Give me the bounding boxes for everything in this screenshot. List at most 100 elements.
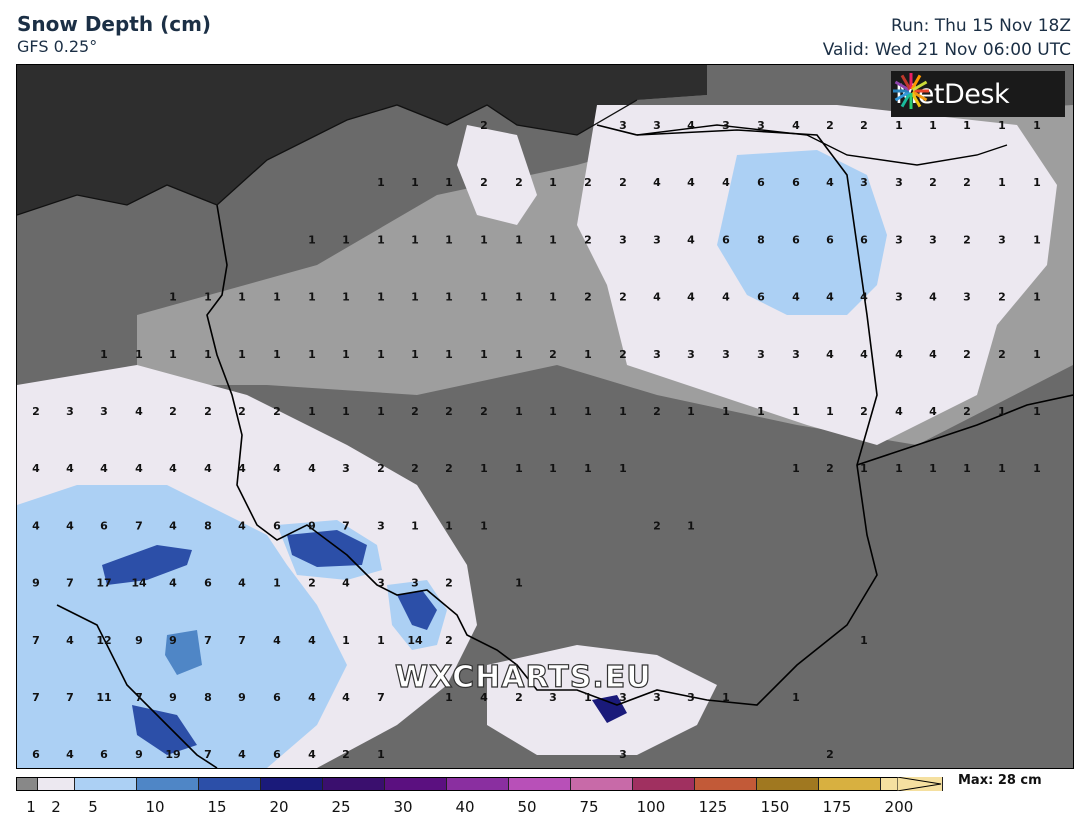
snow-depth-value: 3 xyxy=(653,691,661,704)
snow-depth-value: 1 xyxy=(273,348,281,361)
snow-depth-value: 7 xyxy=(204,748,212,761)
snow-depth-value: 1 xyxy=(549,291,557,304)
snow-depth-value: 4 xyxy=(860,291,868,304)
snow-depth-value: 1 xyxy=(619,405,627,418)
snow-depth-value: 3 xyxy=(895,291,903,304)
snow-depth-value: 6 xyxy=(100,748,108,761)
snow-depth-value: 2 xyxy=(619,291,627,304)
snow-depth-value: 1 xyxy=(860,634,868,647)
snow-depth-value: 1 xyxy=(515,233,523,246)
snow-depth-value: 1 xyxy=(377,405,385,418)
snow-depth-value: 3 xyxy=(929,233,937,246)
snow-depth-value: 1 xyxy=(584,405,592,418)
legend-tick: 75 xyxy=(579,798,599,816)
snow-depth-value: 4 xyxy=(342,577,350,590)
snow-depth-value: 3 xyxy=(377,577,385,590)
run-label: Run: Thu 15 Nov 18Z xyxy=(891,16,1071,36)
snow-depth-value: 2 xyxy=(515,691,523,704)
snow-depth-value: 3 xyxy=(377,519,385,532)
snow-depth-value: 1 xyxy=(169,348,177,361)
snow-depth-value: 1 xyxy=(342,634,350,647)
snow-depth-value: 1 xyxy=(722,405,730,418)
snow-depth-value: 4 xyxy=(308,462,316,475)
snow-depth-value: 6 xyxy=(860,233,868,246)
legend-swatch xyxy=(757,777,819,791)
snow-depth-value: 4 xyxy=(722,176,730,189)
snow-depth-value: 6 xyxy=(273,519,281,532)
snow-depth-value: 1 xyxy=(273,577,281,590)
snow-depth-value: 12 xyxy=(96,634,111,647)
legend-tick: 50 xyxy=(517,798,537,816)
snow-depth-value: 4 xyxy=(826,348,834,361)
snow-depth-value: 1 xyxy=(929,462,937,475)
snow-depth-value: 2 xyxy=(653,405,661,418)
snow-depth-value: 1 xyxy=(445,176,453,189)
snow-depth-value: 3 xyxy=(860,176,868,189)
snow-depth-value: 1 xyxy=(687,519,695,532)
legend-swatch xyxy=(261,777,323,791)
snow-depth-value: 1 xyxy=(342,233,350,246)
snow-depth-value: 9 xyxy=(135,634,143,647)
coastline xyxy=(17,99,638,216)
snow-depth-value: 1 xyxy=(377,748,385,761)
snow-depth-value: 4 xyxy=(722,291,730,304)
snow-depth-value: 2 xyxy=(826,462,834,475)
snow-depth-value: 8 xyxy=(757,233,765,246)
snow-depth-value: 4 xyxy=(169,519,177,532)
legend-swatch xyxy=(38,777,75,791)
snow-depth-value: 2 xyxy=(480,405,488,418)
metdesk-logo: MetDesk xyxy=(891,71,1065,117)
snow-depth-value: 2 xyxy=(619,348,627,361)
snow-depth-value: 1 xyxy=(342,405,350,418)
snow-depth-value: 3 xyxy=(757,119,765,132)
legend-tick: 100 xyxy=(636,798,666,816)
snow-depth-value: 3 xyxy=(619,119,627,132)
chart-title: Snow Depth (cm) xyxy=(17,12,212,36)
snow-depth-value: 4 xyxy=(238,577,246,590)
snow-depth-value: 1 xyxy=(308,405,316,418)
snow-depth-value: 6 xyxy=(273,748,281,761)
snow-depth-value: 1 xyxy=(1033,233,1041,246)
snow-depth-value: 1 xyxy=(480,348,488,361)
snow-depth-value: 1 xyxy=(722,691,730,704)
legend-tick: 1 xyxy=(26,798,36,816)
snow-depth-value: 6 xyxy=(792,233,800,246)
snow-depth-value: 1 xyxy=(515,348,523,361)
snow-depth-value: 7 xyxy=(32,691,40,704)
snow-depth-value: 1 xyxy=(204,291,212,304)
snow-depth-value: 1 xyxy=(584,348,592,361)
snow-depth-value: 6 xyxy=(32,748,40,761)
legend-swatch xyxy=(323,777,385,791)
snow-depth-value: 2 xyxy=(963,405,971,418)
snow-depth-value: 4 xyxy=(792,119,800,132)
snow-depth-value: 3 xyxy=(963,291,971,304)
header-right: Run: Thu 15 Nov 18Z Valid: Wed 21 Nov 06… xyxy=(823,14,1071,62)
snow-depth-value: 7 xyxy=(66,577,74,590)
snow-depth-value: 2 xyxy=(411,462,419,475)
snow-depth-value: 1 xyxy=(480,462,488,475)
snow-depth-value: 2 xyxy=(860,119,868,132)
snow-depth-value: 3 xyxy=(792,348,800,361)
snow-depth-value: 1 xyxy=(445,348,453,361)
snow-depth-value: 1 xyxy=(687,405,695,418)
snow-depth-value: 6 xyxy=(273,691,281,704)
snow-depth-value: 8 xyxy=(204,691,212,704)
snow-depth-value: 4 xyxy=(273,634,281,647)
snow-depth-value: 1 xyxy=(342,348,350,361)
snow-depth-value: 3 xyxy=(100,405,108,418)
snow-depth-value: 2 xyxy=(549,348,557,361)
snow-depth-value: 2 xyxy=(445,577,453,590)
snow-depth-value: 2 xyxy=(584,233,592,246)
snow-depth-value: 1 xyxy=(411,176,419,189)
snow-depth-value: 4 xyxy=(66,748,74,761)
legend-tick: 15 xyxy=(207,798,227,816)
header-left: Snow Depth (cm) GFS 0.25° xyxy=(17,12,211,58)
snow-depth-value: 1 xyxy=(998,462,1006,475)
snow-depth-value: 14 xyxy=(407,634,423,647)
snow-depth-value: 4 xyxy=(895,405,903,418)
snow-depth-value: 2 xyxy=(445,405,453,418)
snow-depth-value: 1 xyxy=(342,291,350,304)
snow-depth-value: 3 xyxy=(687,691,695,704)
snow-depth-value: 4 xyxy=(929,348,937,361)
